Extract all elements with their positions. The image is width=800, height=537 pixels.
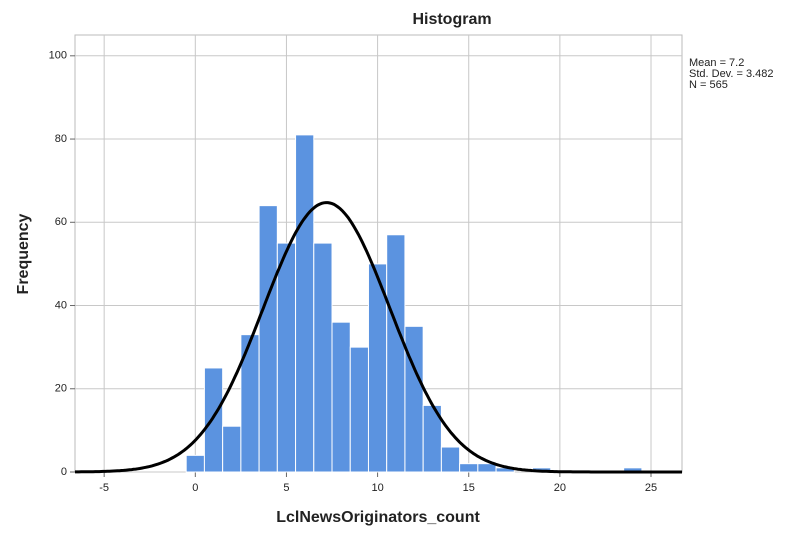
bar — [404, 325, 424, 473]
chart-title: Histogram — [412, 11, 491, 28]
x-tick-label: 5 — [283, 482, 289, 494]
stats-label: Mean = 7.2 — [689, 57, 744, 69]
bar — [185, 454, 205, 473]
x-tick-label: 20 — [554, 482, 566, 494]
y-tick-label: 20 — [55, 383, 67, 395]
bar — [349, 346, 369, 473]
stats-label: N = 565 — [689, 79, 728, 91]
y-axis-label: Frequency — [15, 213, 32, 294]
bar — [459, 463, 479, 473]
stats-label: Std. Dev. = 3.482 — [689, 68, 774, 80]
x-tick-label: 10 — [371, 482, 383, 494]
bar — [386, 234, 406, 473]
y-tick-label: 60 — [55, 216, 67, 228]
bar — [203, 367, 224, 473]
x-tick-label: -5 — [99, 482, 109, 494]
bar — [295, 134, 315, 473]
bar — [222, 425, 242, 473]
x-tick-label: 15 — [463, 482, 475, 494]
bar — [331, 321, 351, 473]
x-tick-label: 25 — [645, 482, 657, 494]
x-tick-label: 0 — [192, 482, 198, 494]
normal-curve — [75, 201, 682, 474]
bar — [313, 242, 333, 473]
bar — [276, 242, 297, 473]
y-tick-label: 40 — [55, 299, 67, 311]
bar — [440, 446, 461, 473]
y-tick-label: 100 — [49, 50, 67, 62]
y-tick-label: 80 — [55, 133, 67, 145]
y-tick-label: 0 — [61, 466, 67, 478]
bar — [258, 205, 278, 473]
x-axis-label: LclNewsOriginators_count — [276, 509, 480, 526]
